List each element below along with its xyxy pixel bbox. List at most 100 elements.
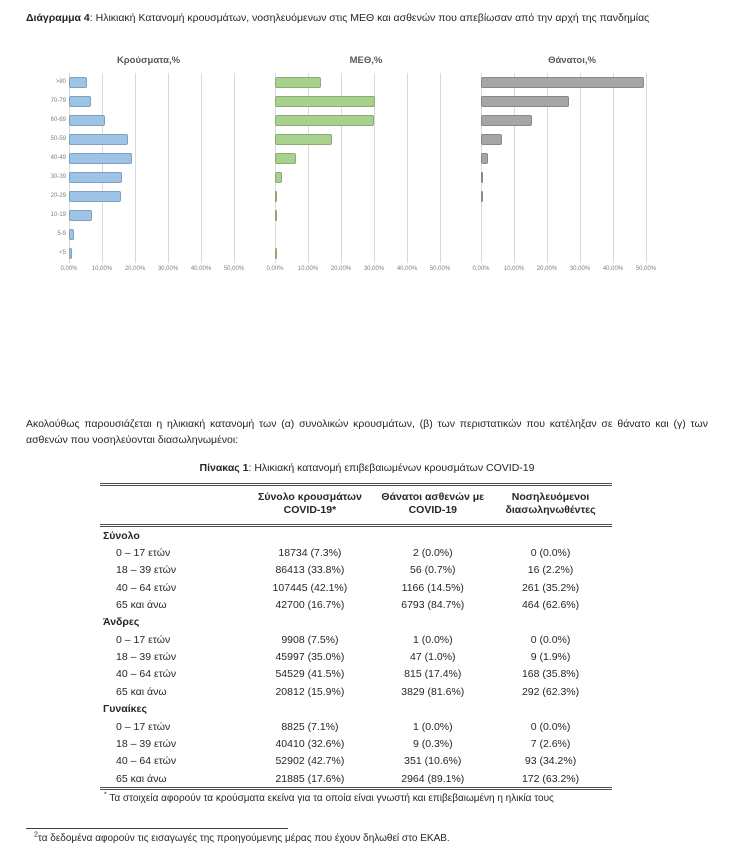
bar-row: [481, 73, 663, 92]
chart-deaths-xticks: 0,00% 10,00% 20,00% 30,00% 40,00% 50,00%: [472, 263, 663, 276]
chart-cases-plot: [69, 73, 251, 264]
x-axis-label: 20,00%: [536, 266, 558, 273]
age-group-cell: 0 – 17 ετών: [116, 546, 171, 559]
y-axis-label: <5: [59, 250, 66, 257]
bar-row: [481, 225, 663, 244]
bar: [69, 153, 132, 165]
bar-row: [481, 130, 663, 149]
intubated-cell: 93 (34.2%): [524, 755, 577, 768]
deaths-cell: 1166 (14.5%): [401, 581, 464, 594]
cases-cell: 45997 (35.0%): [275, 651, 345, 664]
x-axis-label: 10,00%: [503, 266, 525, 273]
age-group-cell: 18 – 39 ετών: [116, 737, 177, 750]
cases-cell: 54529 (41.5%): [275, 668, 345, 681]
bar-row: [481, 168, 663, 187]
bar: [69, 172, 123, 184]
table-row: 18 – 39 ετών 40410 (32.6%) 9 (0.3%) 7 (2.6%…: [100, 735, 612, 752]
y-axis-label: 70-79: [50, 98, 66, 105]
bar: [69, 134, 128, 146]
table-footnote-mark: *: [104, 792, 107, 800]
y-axis-label: 60-69: [50, 117, 66, 124]
chart-cases-ylabels: >80 70-79 60-69 50-59 40-49 30-39 20-29 10-19 5-…: [46, 73, 69, 263]
bar-row: [275, 92, 457, 111]
table-section-row: Σύνολο: [100, 525, 612, 544]
bar-row: [69, 92, 251, 111]
bar: [275, 134, 332, 146]
deaths-cell: 56 (0.7%): [410, 564, 456, 577]
table-section-row: Γυναίκες: [100, 701, 612, 718]
bar: [69, 77, 87, 89]
gridline: [308, 73, 309, 264]
x-axis-label: 20,00%: [124, 266, 146, 273]
bar: [275, 77, 322, 89]
bar-row: [69, 187, 251, 206]
bar: [275, 248, 277, 260]
table-row: 65 και άνω 21885 (17.6%) 2964 (89.1%) 172 (…: [100, 770, 612, 789]
bar: [69, 210, 93, 222]
bar: [481, 96, 569, 108]
age-group-cell: 65 και άνω: [116, 598, 167, 611]
intubated-cell: 9 (1.9%): [530, 651, 571, 664]
charts-row: Κρούσματα,% >80 70-79 60-69 50-59 40-49 30-39…: [46, 55, 734, 276]
x-axis-label: 30,00%: [157, 266, 179, 273]
table-footnote: * Τα στοιχεία αφορούν τα κρούσματα εκείν…: [104, 792, 734, 804]
age-group-cell: 0 – 17 ετών: [116, 633, 171, 646]
x-axis-label: 40,00%: [190, 266, 212, 273]
intubated-cell: 0 (0.0%): [530, 720, 571, 733]
cases-cell: 21885 (17.6%): [275, 772, 345, 785]
chart-deaths-title: Θάνατοι,%: [548, 55, 596, 67]
header-deaths: Θάνατοι ασθενών με COVID-19: [376, 484, 490, 527]
gridline: [102, 73, 103, 264]
chart-cases-title: Κρούσματα,%: [116, 55, 181, 67]
age-group-cell: 18 – 39 ετών: [116, 564, 177, 577]
age-group-cell: 18 – 39 ετών: [116, 651, 177, 664]
gridline: [481, 73, 482, 264]
deaths-cell: 351 (10.6%): [404, 755, 462, 768]
section-label: Γυναίκες: [103, 703, 147, 716]
table-row: 18 – 39 ετών 86413 (33.8%) 56 (0.7%) 16 (2.…: [100, 562, 612, 579]
figure-caption-number: Διάγραμμα 4: [26, 12, 90, 24]
bar-row: [69, 168, 251, 187]
bar-row: [69, 206, 251, 225]
cases-cell: 52902 (42.7%): [275, 755, 345, 768]
x-axis-label: 50,00%: [429, 266, 451, 273]
bar-row: [275, 168, 457, 187]
intubated-cell: 168 (35.8%): [521, 668, 580, 681]
x-axis-label: 10,00%: [297, 266, 319, 273]
chart-cases-xticks: 0,00% 10,00% 20,00% 30,00% 40,00% 50,00%: [60, 263, 251, 276]
gridline: [234, 73, 235, 264]
section-label: Άνδρες: [103, 616, 140, 629]
gridline: [275, 73, 276, 264]
bar-row: [69, 149, 251, 168]
intubated-cell: 16 (2.2%): [527, 564, 574, 577]
gridline: [440, 73, 441, 264]
bar-row: [275, 149, 457, 168]
x-axis-label: 10,00%: [91, 266, 113, 273]
table-row: 40 – 64 ετών 52902 (42.7%) 351 (10.6%) 93 (…: [100, 753, 612, 770]
gridline: [135, 73, 136, 264]
chart-deaths: Θάνατοι,% 0,00% 10,00% 20,00% 30,00% 40,00% 5…: [472, 55, 663, 276]
cases-cell: 40410 (32.6%): [275, 737, 345, 750]
cases-cell: 8825 (7.1%): [281, 720, 339, 733]
chart-cases: Κρούσματα,% >80 70-79 60-69 50-59 40-49 30-39…: [46, 55, 251, 276]
intubated-cell: 0 (0.0%): [530, 633, 571, 646]
bar-row: [275, 111, 457, 130]
intubated-cell: 261 (35.2%): [521, 581, 580, 594]
table-row: 0 – 17 ετών 18734 (7.3%) 2 (0.0%) 0 (0.0%): [100, 544, 612, 561]
bar: [481, 153, 488, 165]
cases-cell: 20812 (15.9%): [275, 685, 345, 698]
y-axis-label: >80: [55, 79, 66, 86]
bar-row: [275, 225, 457, 244]
bottom-footnote-text: τα δεδομένα αφορούν τις εισαγωγές της πρ…: [37, 833, 450, 845]
section-label: Σύνολο: [103, 529, 140, 542]
table-row: 40 – 64 ετών 54529 (41.5%) 815 (17.4%) 168 …: [100, 666, 612, 683]
age-group-cell: 0 – 17 ετών: [116, 720, 171, 733]
table-title-number: Πίνακας 1: [199, 461, 249, 474]
x-axis-label: 50,00%: [223, 266, 245, 273]
deaths-cell: 47 (1.0%): [410, 651, 456, 664]
gridline: [613, 73, 614, 264]
age-distribution-table: Σύνολο κρουσμάτων COVID-19* Θάνατοι ασθε…: [100, 482, 612, 791]
gridline: [646, 73, 647, 264]
table-title: Πίνακας 1: Ηλικιακή κατανομή επιβεβαιωμέ…: [0, 462, 734, 474]
